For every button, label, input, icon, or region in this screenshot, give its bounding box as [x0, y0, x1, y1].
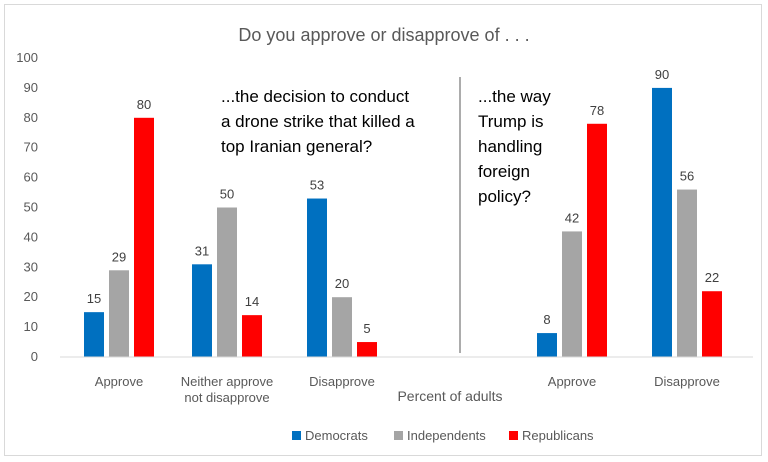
- annotation-line: ...the way: [478, 87, 551, 106]
- x-axis-title: Percent of adults: [397, 388, 502, 404]
- annotation-line: top Iranian general?: [221, 137, 372, 156]
- legend: Democrats Independents Republicans: [292, 428, 594, 443]
- annotation-line: a drone strike that killed a: [221, 112, 415, 131]
- y-tick-label: 10: [24, 319, 38, 334]
- annotation-line: Trump is: [478, 112, 544, 131]
- legend-swatch: [394, 431, 403, 440]
- y-tick-label: 70: [24, 140, 38, 155]
- x-tick-label: Approve: [95, 374, 143, 389]
- data-label: 50: [220, 187, 234, 202]
- data-label: 53: [310, 178, 324, 193]
- panel-annotation: ...the way Trump is handling foreign policy?: [478, 87, 551, 206]
- annotation-line: foreign: [478, 162, 530, 181]
- bar-democrats: [307, 198, 327, 357]
- data-label: 20: [335, 276, 349, 291]
- bar-independents: [562, 231, 582, 357]
- y-tick-label: 90: [24, 80, 38, 95]
- chart-frame: Do you approve or disapprove of . . . 0 1…: [4, 4, 762, 456]
- bar-democrats: [84, 312, 104, 357]
- annotation-line: handling: [478, 137, 542, 156]
- data-label: 42: [565, 210, 579, 225]
- chart-title: Do you approve or disapprove of . . .: [238, 25, 529, 45]
- bar-independents: [332, 297, 352, 357]
- bar-republicans: [587, 123, 607, 357]
- panel-annotation: ...the decision to conduct a drone strike…: [221, 87, 415, 156]
- bars: [84, 87, 722, 358]
- data-label: 90: [655, 67, 669, 82]
- y-tick-label: 80: [24, 110, 38, 125]
- y-axis: 0 10 20 30 40 50 60 70 80 90 100: [16, 50, 38, 364]
- annotations: ...the decision to conduct a drone strike…: [221, 87, 551, 206]
- chart-svg: Do you approve or disapprove of . . . 0 1…: [16, 25, 753, 443]
- bar-republicans: [357, 342, 377, 357]
- y-tick-label: 100: [16, 50, 38, 65]
- y-tick-label: 30: [24, 259, 38, 274]
- bar-republicans: [134, 117, 154, 357]
- legend-swatch: [509, 431, 518, 440]
- bar-independents: [677, 189, 697, 357]
- data-label: 8: [543, 312, 550, 327]
- legend-label: Independents: [407, 428, 486, 443]
- data-label: 80: [137, 97, 151, 112]
- data-label: 56: [680, 169, 694, 184]
- y-tick-label: 60: [24, 170, 38, 185]
- y-tick-label: 50: [24, 200, 38, 215]
- data-label: 29: [112, 249, 126, 264]
- y-tick-label: 0: [31, 349, 38, 364]
- data-label: 5: [363, 321, 370, 336]
- x-tick-label: Approve: [548, 374, 596, 389]
- data-label: 14: [245, 294, 259, 309]
- legend-label: Republicans: [522, 428, 594, 443]
- data-label: 15: [87, 291, 101, 306]
- x-tick-label: Neither approve not disapprove: [181, 374, 274, 405]
- x-tick-label: Disapprove: [654, 374, 720, 389]
- bar-independents: [109, 270, 129, 357]
- annotation-line: policy?: [478, 187, 531, 206]
- data-label: 22: [705, 270, 719, 285]
- data-label: 31: [195, 243, 209, 258]
- bar-republicans: [702, 291, 722, 357]
- annotation-line: ...the decision to conduct: [221, 87, 409, 106]
- bar-democrats: [652, 87, 672, 358]
- legend-swatch: [292, 431, 301, 440]
- x-axis: Approve Neither approve not disapprove Disa…: [60, 356, 753, 405]
- bar-democrats: [192, 264, 212, 357]
- x-tick-label: Disapprove: [309, 374, 375, 389]
- bar-independents: [217, 207, 237, 357]
- y-tick-label: 20: [24, 289, 38, 304]
- data-label: 78: [590, 103, 604, 118]
- bar-republicans: [242, 315, 262, 357]
- y-tick-label: 40: [24, 229, 38, 244]
- bar-democrats: [537, 333, 557, 357]
- value-labels: 15 29 80 31 50 14 53 20 5 8 42 78 90 56 22: [87, 67, 719, 336]
- legend-label: Democrats: [305, 428, 368, 443]
